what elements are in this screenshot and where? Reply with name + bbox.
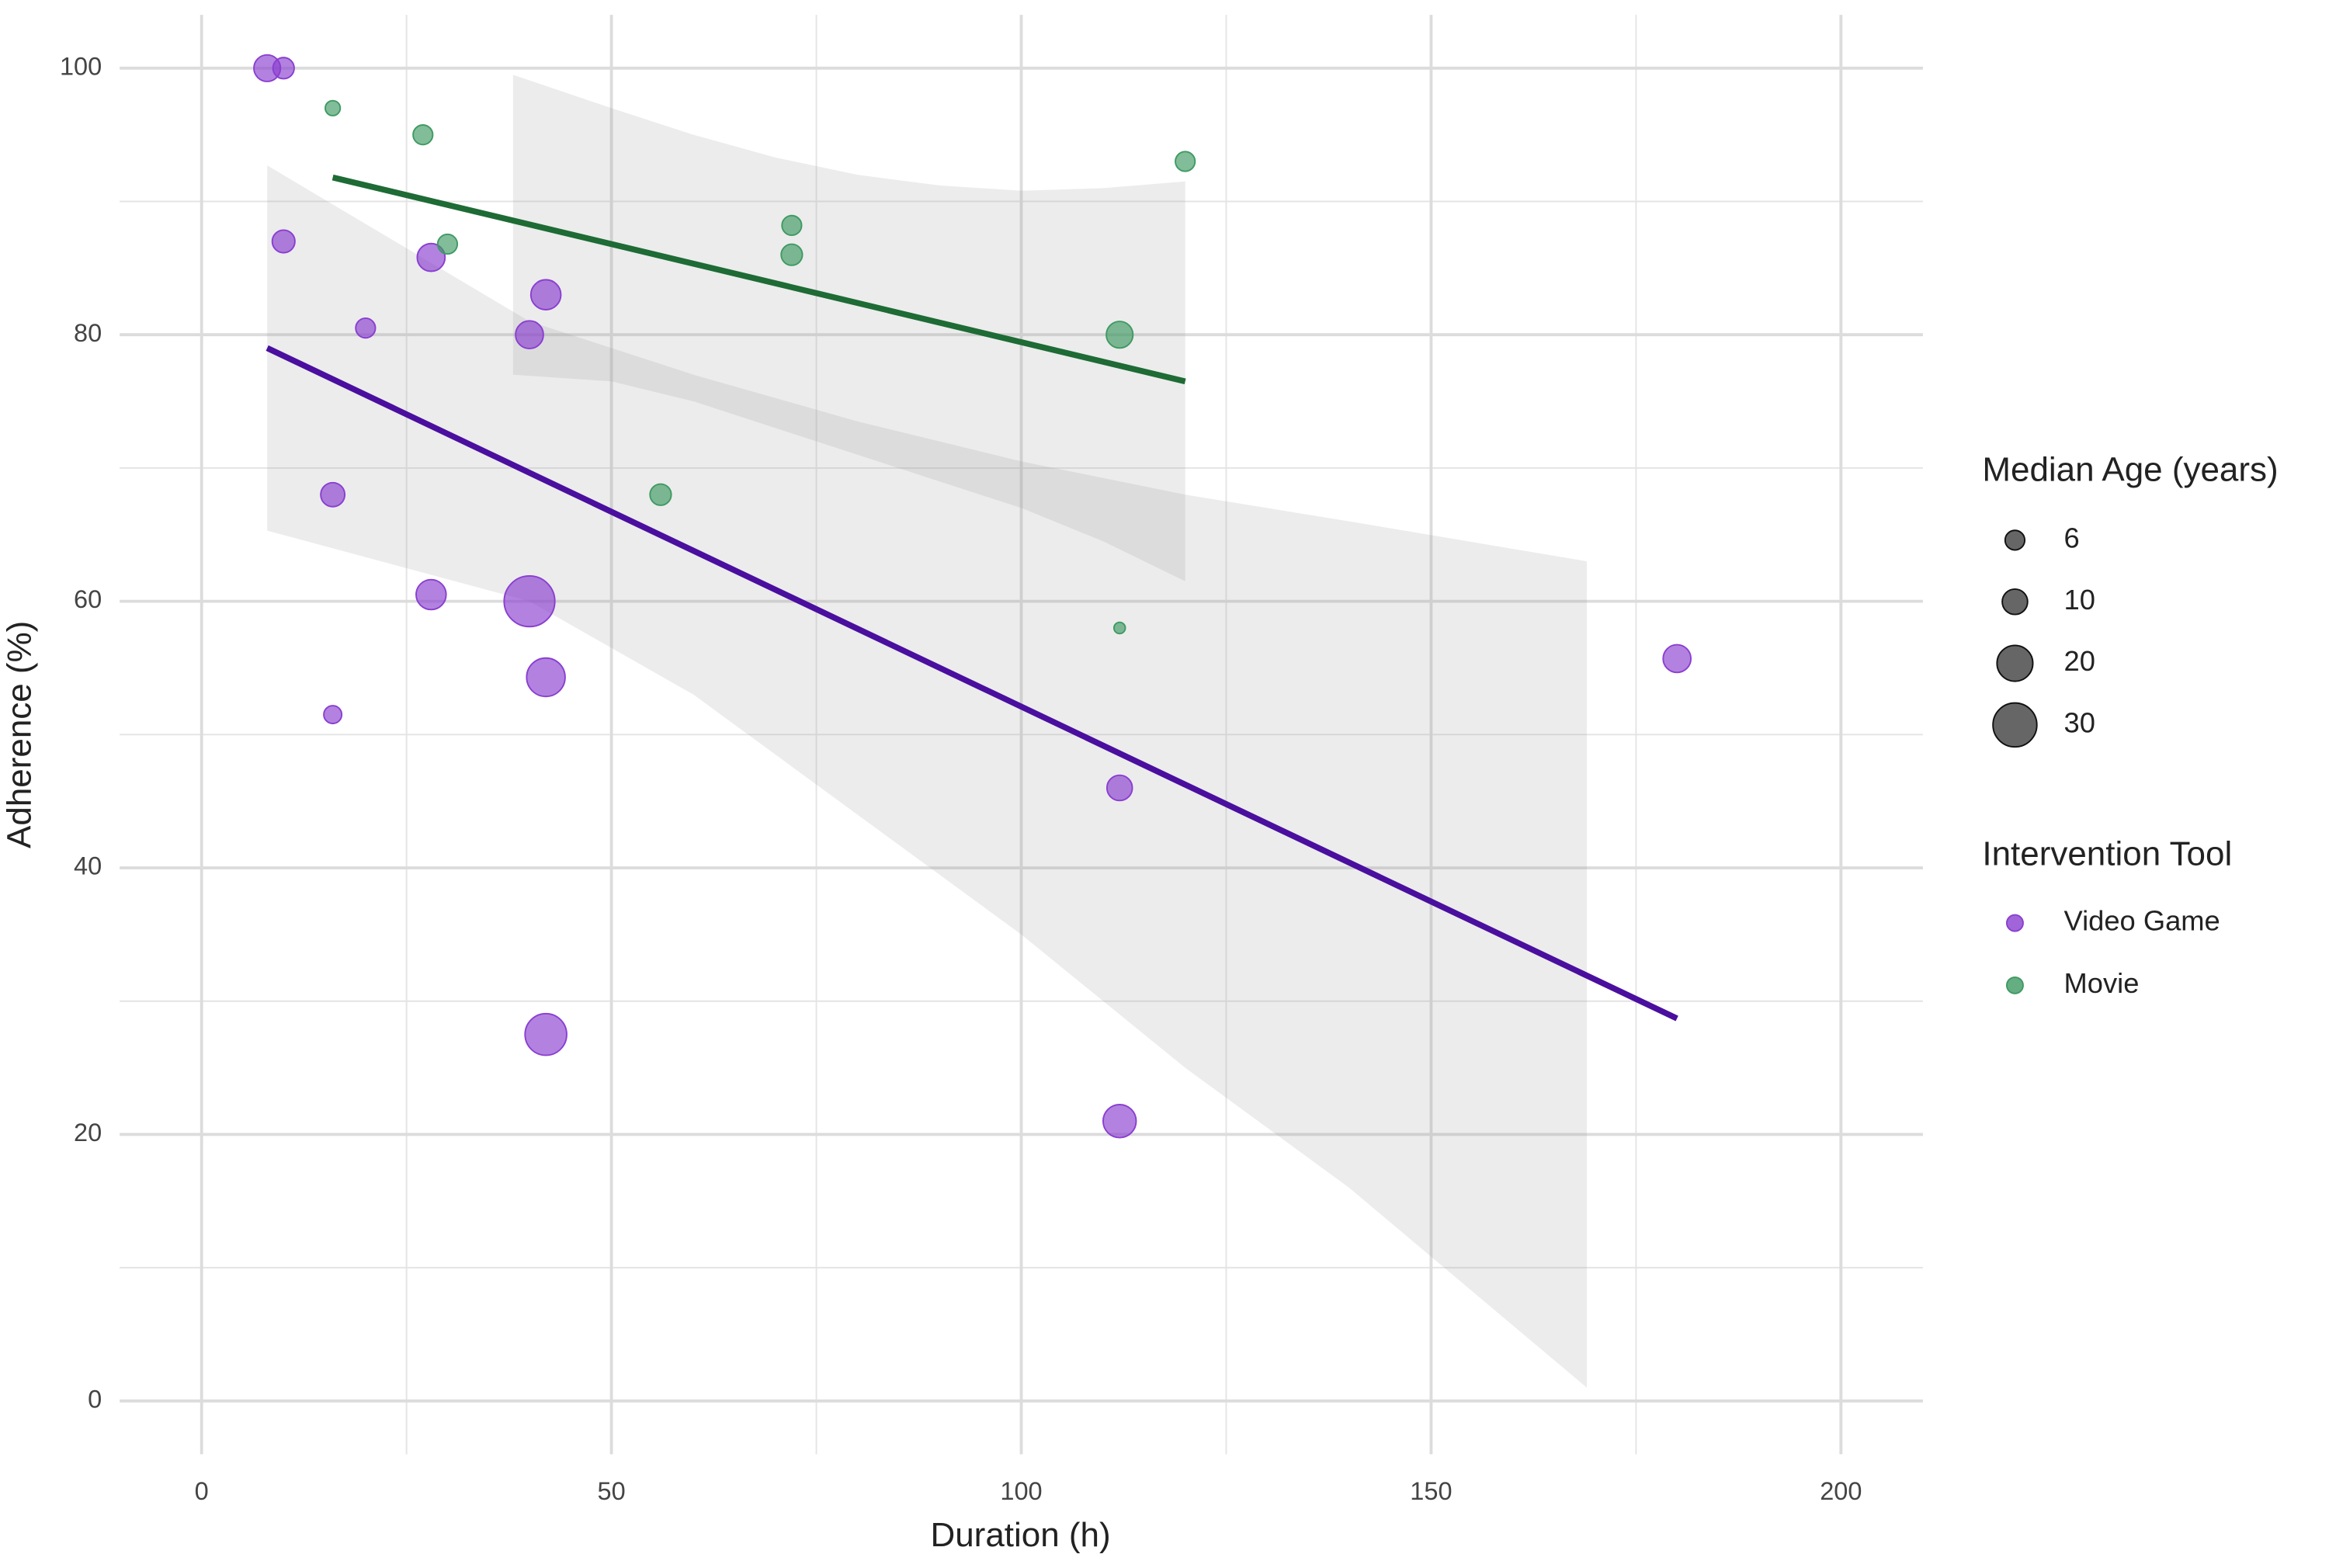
bubble	[416, 242, 446, 272]
size-legend-label: 6	[2064, 522, 2080, 553]
bubble	[649, 483, 672, 506]
bubble	[1175, 151, 1196, 172]
size-legend-key	[1996, 644, 2034, 682]
fit-line	[266, 345, 1678, 1022]
x-tick-label: 0	[195, 1477, 209, 1505]
confidence-band	[512, 75, 1185, 581]
x-tick-label: 100	[1000, 1477, 1042, 1505]
bubble	[780, 243, 804, 266]
fit-line	[331, 174, 1186, 385]
x-tick-label: 50	[598, 1477, 626, 1505]
x-tick-label: 200	[1820, 1477, 1862, 1505]
y-tick-label: 60	[74, 585, 102, 613]
bubble	[325, 99, 342, 116]
size-legend-title: Median Age (years)	[1982, 451, 2278, 489]
size-legend-key	[2004, 529, 2026, 551]
bubble	[436, 233, 459, 255]
bubble	[1112, 621, 1126, 635]
y-tick-label: 0	[88, 1385, 102, 1413]
bubble	[1105, 321, 1134, 349]
bubble	[412, 124, 434, 146]
bubble	[503, 575, 556, 628]
bubble	[781, 214, 803, 237]
bubble	[1662, 644, 1692, 674]
size-legend-label: 30	[2064, 706, 2095, 738]
size-legend-label: 10	[2064, 584, 2095, 616]
bubble	[272, 57, 295, 80]
size-legend-label: 20	[2064, 645, 2095, 677]
bubble	[524, 1012, 567, 1056]
bubble	[526, 657, 566, 698]
bubble	[529, 279, 562, 310]
confidence-band	[267, 165, 1588, 1388]
size-legend-key	[1992, 702, 2038, 748]
legend-swatch	[2005, 914, 2024, 932]
y-tick-label: 80	[74, 319, 102, 347]
x-tick-label: 150	[1410, 1477, 1452, 1505]
bubble	[515, 320, 544, 350]
bubble	[271, 229, 296, 254]
bubble	[323, 705, 343, 725]
y-axis-title: Adherence (%)	[1, 621, 39, 848]
bubble	[1105, 774, 1133, 802]
x-axis-title: Duration (h)	[930, 1516, 1110, 1554]
color-legend-title: Intervention Tool	[1982, 835, 2232, 873]
y-tick-label: 20	[74, 1119, 102, 1147]
bubble	[355, 317, 377, 339]
legend-label: Video Game	[2064, 905, 2220, 937]
legend-label: Movie	[2064, 967, 2140, 999]
bubble	[1102, 1104, 1137, 1139]
size-legend-key	[2001, 588, 2029, 616]
bubble	[320, 481, 346, 508]
y-tick-label: 100	[60, 52, 102, 80]
bubble	[415, 578, 447, 611]
legend-swatch	[2005, 976, 2024, 994]
y-tick-label: 40	[74, 852, 102, 880]
